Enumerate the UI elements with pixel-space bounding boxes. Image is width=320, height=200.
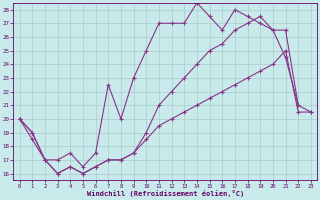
X-axis label: Windchill (Refroidissement éolien,°C): Windchill (Refroidissement éolien,°C): [87, 190, 244, 197]
